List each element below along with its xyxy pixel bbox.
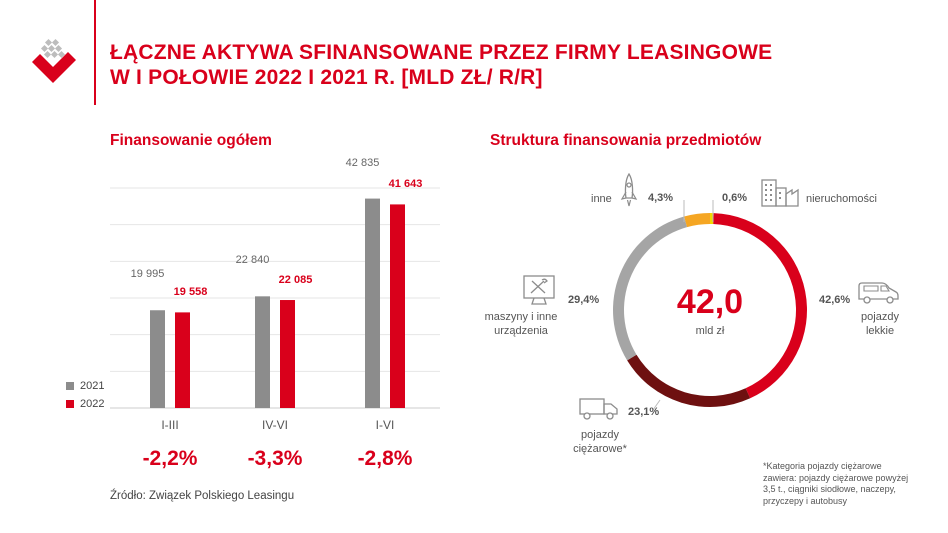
buildings-icon	[761, 179, 799, 207]
page-title: ŁĄCZNE AKTYWA SFINANSOWANE PRZEZ FIRMY L…	[110, 40, 772, 90]
slice-label-lekkie-line-2: lekkie	[865, 325, 895, 337]
slice-label-lekkie-value: 42,6%	[819, 294, 851, 306]
rocket-icon	[620, 172, 638, 207]
right-section-title: Struktura finansowania przedmiotów	[490, 132, 762, 149]
slice-label-ciezarowe-name: pojazdy ciężarowe*	[560, 428, 640, 456]
bar-value-label-2021-I-VI: 42 835	[345, 156, 380, 169]
footnote-line-2: zawiera: pojazdy ciężarowe powyżej	[763, 472, 909, 483]
slice-label-nieruchomosci-name: nieruchomości	[806, 193, 877, 205]
logo-icon	[32, 38, 76, 83]
legend-swatch-2021	[66, 382, 74, 391]
legend-item-2022: 2022	[66, 398, 104, 410]
car-icon	[858, 282, 899, 304]
footnote-line-3: 3,5 t., ciągniki siodłowe, naczepy,	[763, 484, 896, 494]
legend-item-2021: 2021	[66, 380, 104, 392]
legend-label-2022: 2022	[80, 398, 105, 410]
slice-label-lekkie-line-1: pojazdy	[861, 311, 899, 323]
bar-category-label-I-III: I-III	[161, 418, 179, 432]
change-label-I-VI: -2,8%	[357, 447, 413, 470]
bar-2021-I-VI	[365, 198, 380, 408]
bar-2021-IV-VI	[255, 296, 270, 408]
slice-label-lekkie-name: pojazdy lekkie	[850, 310, 910, 338]
donut-slice-pojazdy-ciężarowe-	[627, 354, 751, 407]
slice-label-maszyny-value: 29,4%	[568, 294, 600, 306]
slice-label-maszyny-line-2: urządzenia	[494, 325, 548, 337]
bar-value-label-2021-I-III: 19 995	[130, 268, 165, 281]
bar-chart	[110, 187, 440, 409]
bar-value-label-2021-IV-VI: 22 840	[235, 254, 270, 267]
slice-label-inne-value: 4,3%	[648, 192, 674, 204]
title-line-2: W I POŁOWIE 2022 I 2021 R. [MLD ZŁ/ R/R]	[110, 66, 543, 89]
legend-label-2021: 2021	[80, 380, 105, 392]
truck-icon	[579, 398, 618, 420]
donut-slice-inne	[684, 213, 710, 228]
bar-value-label-2022-I-VI: 41 643	[388, 178, 423, 191]
source-note: Źródło: Związek Polskiego Leasingu	[110, 490, 295, 502]
title-line-1: ŁĄCZNE AKTYWA SFINANSOWANE PRZEZ FIRMY L…	[110, 41, 773, 64]
footnote-line-4: przyczepy i autobusy	[763, 495, 848, 506]
change-label-IV-VI: -3,3%	[247, 447, 303, 470]
bar-2022-I-VI	[390, 204, 405, 408]
footnote-line-1: *Kategoria pojazdy ciężarowe	[763, 461, 882, 471]
bar-value-label-2022-IV-VI: 22 085	[278, 274, 313, 287]
bar-2021-I-III	[150, 310, 165, 408]
slice-label-ciezarowe-line-2: ciężarowe*	[573, 443, 627, 455]
slice-label-inne-name: inne	[591, 193, 612, 205]
change-label-I-III: -2,2%	[142, 447, 198, 470]
donut-slice-pojazdy-lekkie	[713, 213, 807, 399]
leader-line-ciezarowe	[652, 399, 661, 411]
footnote: *Kategoria pojazdy ciężarowe zawiera: po…	[763, 461, 908, 507]
bar-value-label-2022-I-III: 19 558	[173, 286, 208, 299]
tools-monitor-icon	[523, 275, 555, 305]
bar-category-label-IV-VI: IV-VI	[261, 418, 288, 432]
legend-swatch-2022	[66, 400, 74, 409]
slice-label-nieruchomosci-value: 0,6%	[722, 192, 748, 204]
left-section-title: Finansowanie ogółem	[110, 132, 272, 149]
bar-category-label-I-VI: I-VI	[375, 418, 395, 432]
donut-center-unit: mld zł	[695, 325, 725, 337]
donut-chart	[613, 213, 807, 407]
slice-label-ciezarowe-value: 23,1%	[628, 406, 660, 418]
slice-label-maszyny-name: maszyny i inne urządzenia	[476, 310, 566, 338]
slice-label-ciezarowe-line-1: pojazdy	[581, 429, 619, 441]
bar-2022-I-III	[175, 312, 190, 408]
bar-2022-IV-VI	[280, 300, 295, 408]
donut-center-value: 42,0	[676, 283, 744, 321]
slice-label-maszyny-line-1: maszyny i inne	[484, 311, 558, 323]
donut-slice-maszyny-i-inne-urządzenia	[613, 216, 688, 361]
title-divider	[94, 0, 96, 105]
